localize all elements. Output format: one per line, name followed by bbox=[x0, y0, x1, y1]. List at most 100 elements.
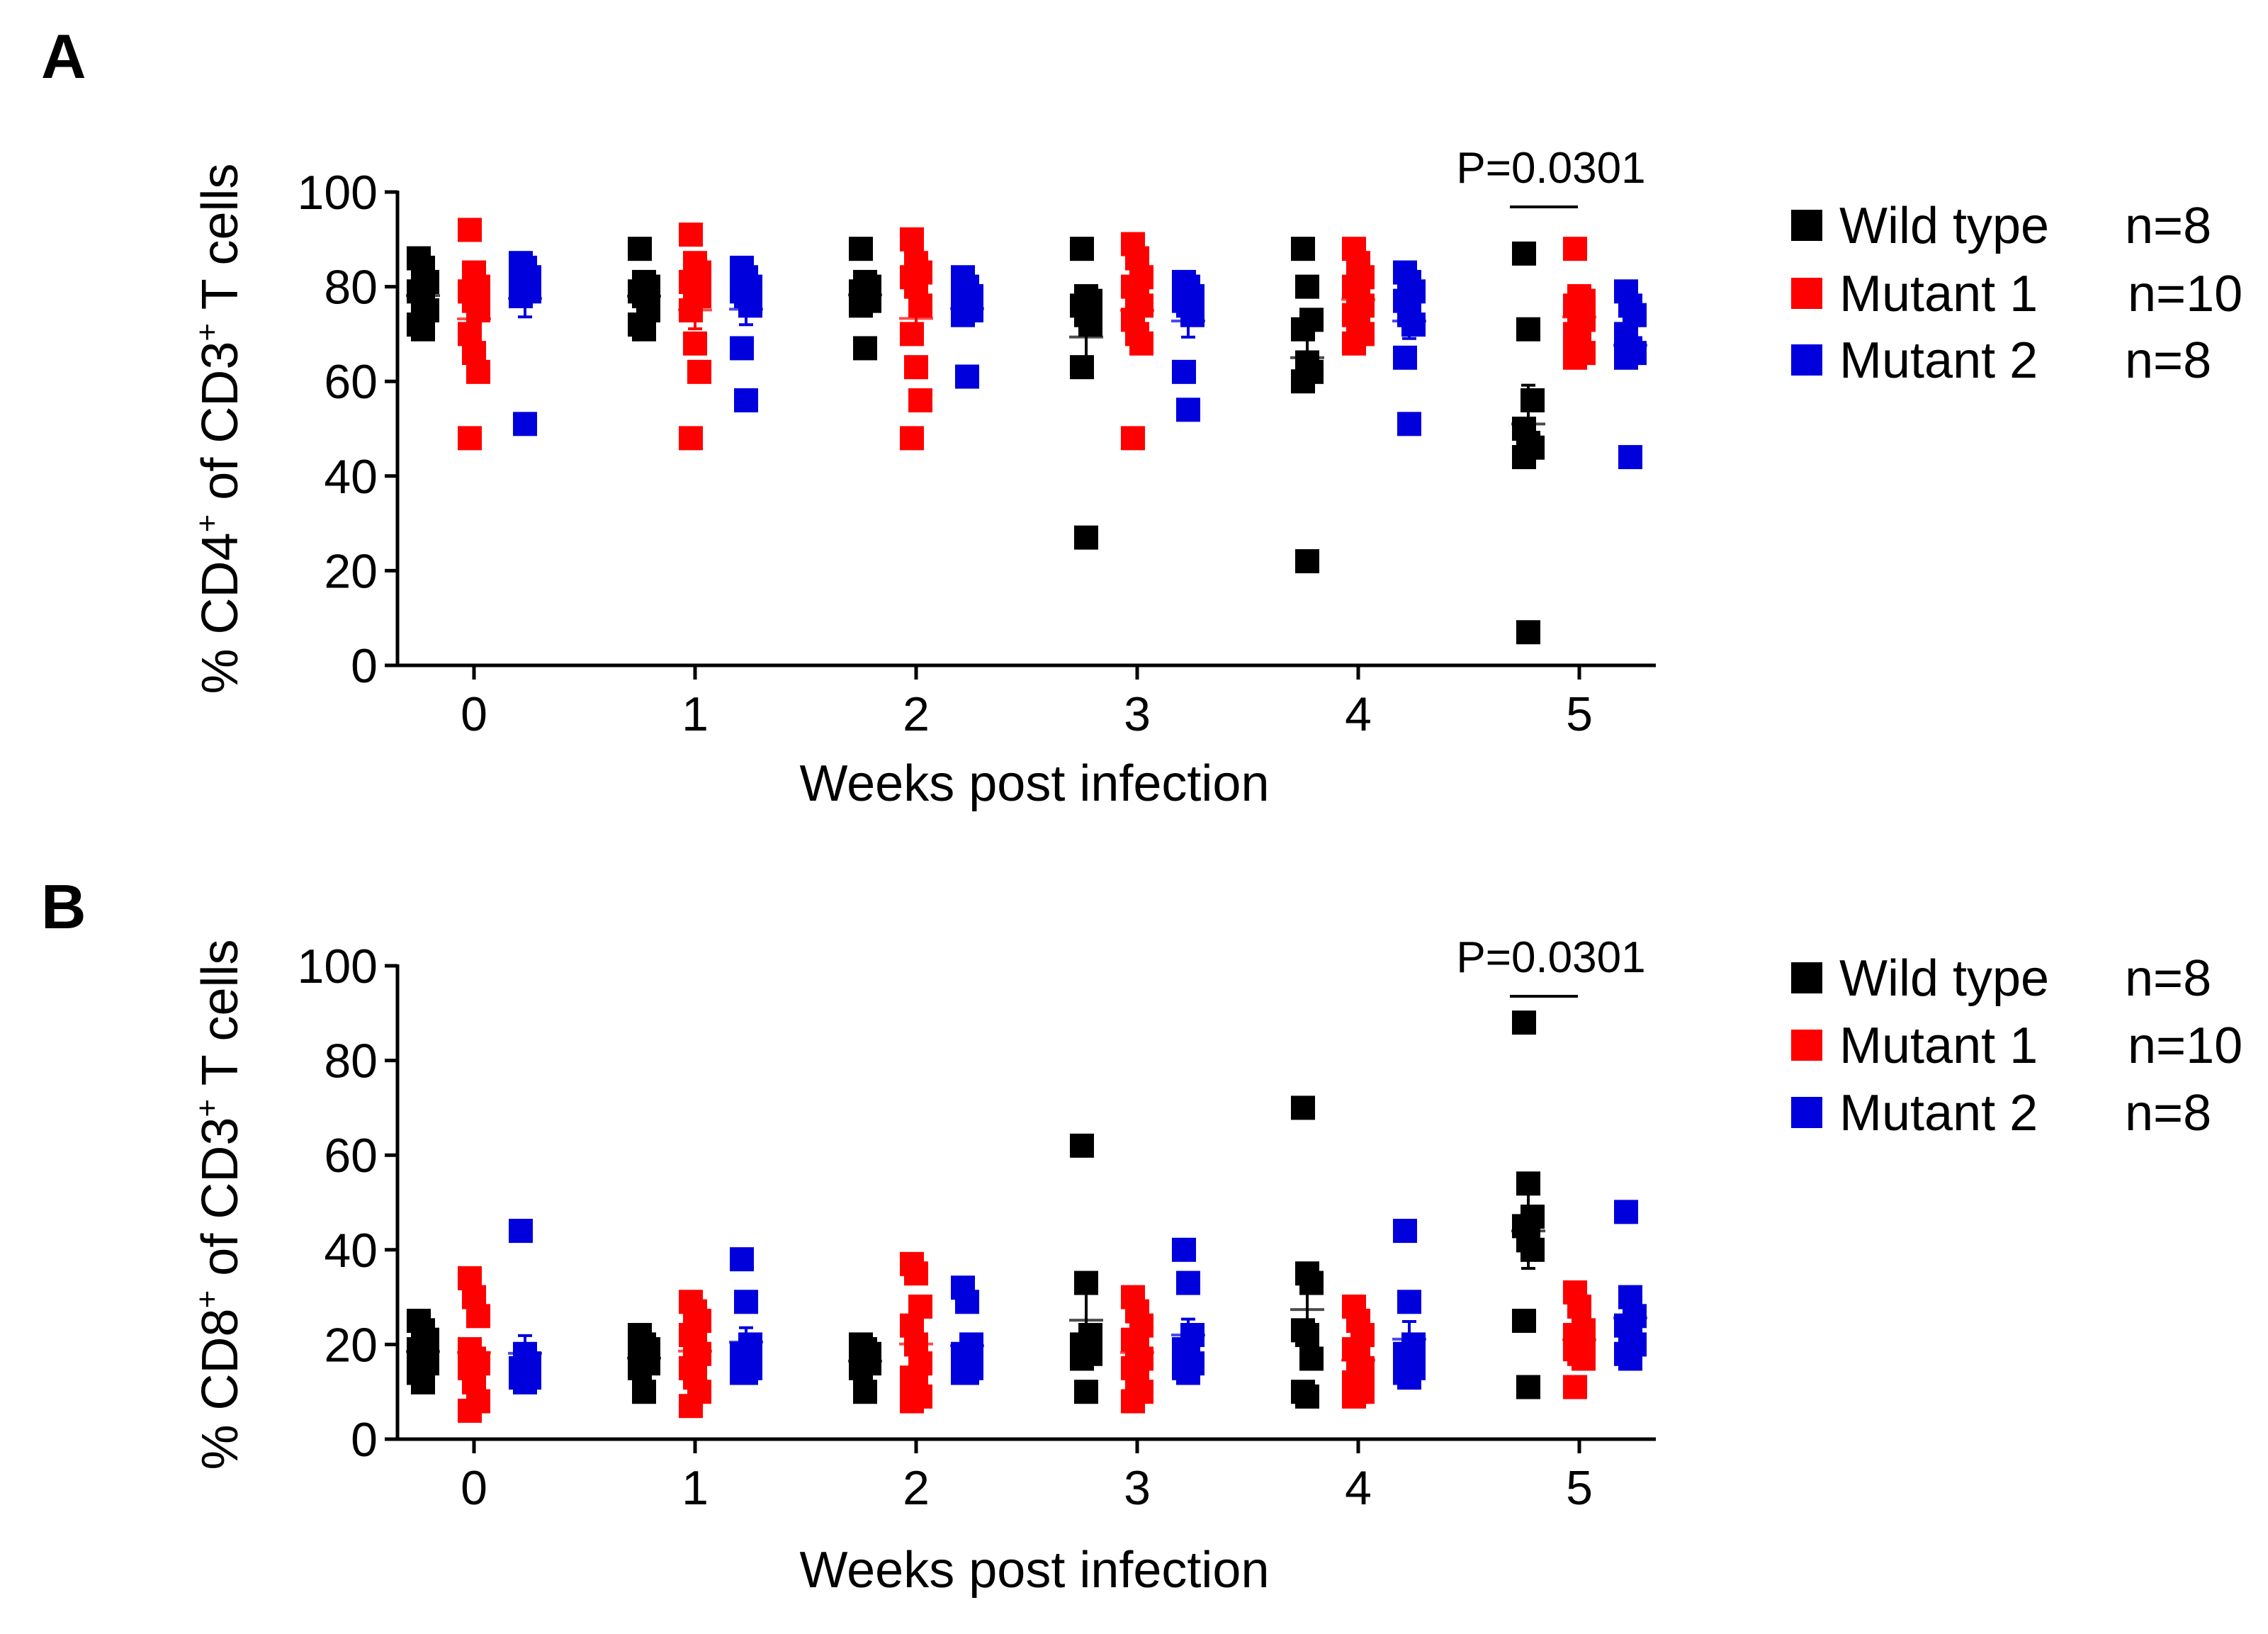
data-point-mutant-1 bbox=[1563, 1375, 1587, 1399]
data-point-mutant-2 bbox=[1180, 303, 1204, 327]
y-axis-title-part: of CD3 bbox=[192, 342, 249, 514]
y-tick-label: 100 bbox=[298, 166, 378, 220]
x-tick-label: 3 bbox=[1124, 687, 1151, 741]
legend-swatch bbox=[1791, 962, 1822, 993]
y-axis-title: % CD8+ of CD3+ T cells bbox=[190, 940, 249, 1470]
data-point-mutant-1 bbox=[1563, 345, 1587, 370]
x-axis-title: Weeks post infection bbox=[799, 1542, 1269, 1599]
data-point-wild-type bbox=[628, 1356, 652, 1380]
data-point-mutant-2 bbox=[1172, 1237, 1196, 1262]
data-point-mutant-1 bbox=[900, 426, 924, 451]
data-point-wild-type bbox=[1070, 237, 1094, 261]
data-point-mutant-2 bbox=[734, 388, 758, 412]
data-point-mutant-2 bbox=[509, 1219, 533, 1244]
y-axis-title-part: % CD4 bbox=[192, 532, 249, 694]
data-point-wild-type bbox=[853, 1380, 877, 1404]
panel-label: A bbox=[41, 21, 86, 91]
y-tick-label: 40 bbox=[324, 1224, 378, 1278]
x-tick-label: 0 bbox=[461, 1461, 487, 1515]
data-point-wild-type bbox=[1295, 549, 1319, 574]
data-point-wild-type bbox=[1070, 1346, 1094, 1371]
legend-item: Wild type n=8 bbox=[1791, 950, 2211, 1007]
data-point-mutant-2 bbox=[955, 1290, 979, 1314]
panel-label: B bbox=[41, 872, 86, 942]
data-point-wild-type bbox=[1291, 237, 1315, 261]
superscript: + bbox=[190, 1099, 225, 1117]
p-value-annotation: P=0.0301 bbox=[1456, 144, 1645, 193]
x-tick-label: 0 bbox=[461, 687, 487, 741]
legend-n: n=8 bbox=[2125, 332, 2211, 389]
y-axis-title-part: % CD8 bbox=[192, 1308, 249, 1470]
data-point-mutant-2 bbox=[1176, 398, 1200, 422]
data-point-mutant-2 bbox=[1614, 1200, 1638, 1224]
data-point-wild-type bbox=[1521, 388, 1545, 412]
legend-label: Mutant 1 bbox=[1839, 266, 2038, 322]
y-tick-label: 60 bbox=[324, 1129, 378, 1183]
data-point-mutant-1 bbox=[1121, 1389, 1145, 1414]
p-value-annotation: P=0.0301 bbox=[1456, 933, 1645, 982]
y-axis-title-part: T cells bbox=[192, 940, 249, 1099]
legend-item: Wild type n=8 bbox=[1791, 198, 2211, 254]
y-tick-label: 80 bbox=[324, 1035, 378, 1088]
data-point-mutant-2 bbox=[734, 1290, 758, 1314]
data-point-mutant-1 bbox=[466, 359, 490, 384]
legend-n: n=8 bbox=[2125, 1085, 2211, 1142]
data-point-wild-type bbox=[1070, 1133, 1094, 1158]
legend-n: n=8 bbox=[2125, 198, 2211, 254]
data-point-wild-type bbox=[411, 317, 435, 342]
data-point-mutant-2 bbox=[1172, 359, 1196, 384]
data-point-wild-type bbox=[1295, 274, 1319, 299]
x-tick-label: 4 bbox=[1345, 1461, 1372, 1515]
data-point-mutant-2 bbox=[1618, 1346, 1642, 1371]
legend-item: Mutant 1 n=10 bbox=[1791, 266, 2242, 322]
legend-label: Mutant 2 bbox=[1839, 332, 2038, 389]
data-point-mutant-1 bbox=[904, 1261, 928, 1286]
x-tick-label: 3 bbox=[1124, 1461, 1151, 1515]
data-point-mutant-2 bbox=[1397, 1365, 1421, 1390]
data-point-mutant-2 bbox=[734, 1360, 758, 1385]
x-tick-label: 1 bbox=[682, 1461, 709, 1515]
data-point-wild-type bbox=[1516, 620, 1540, 645]
data-point-mutant-1 bbox=[458, 218, 482, 242]
data-point-mutant-2 bbox=[951, 303, 975, 327]
data-point-mutant-1 bbox=[687, 359, 711, 384]
data-point-mutant-1 bbox=[683, 331, 707, 356]
x-tick-label: 5 bbox=[1566, 1461, 1593, 1515]
data-point-mutant-2 bbox=[1393, 1219, 1417, 1244]
legend-swatch bbox=[1791, 1030, 1822, 1061]
data-point-mutant-1 bbox=[1121, 426, 1145, 451]
y-axis-title: % CD4+ of CD3+ T cells bbox=[190, 164, 249, 694]
data-point-wild-type bbox=[1512, 241, 1536, 266]
data-point-mutant-2 bbox=[1393, 345, 1417, 370]
data-point-wild-type bbox=[1074, 1270, 1098, 1295]
data-point-mutant-1 bbox=[679, 426, 703, 451]
data-point-mutant-1 bbox=[679, 1394, 703, 1419]
data-point-mutant-2 bbox=[730, 1247, 754, 1272]
data-point-wild-type bbox=[849, 237, 873, 261]
data-point-wild-type bbox=[1512, 1309, 1536, 1333]
data-point-mutant-1 bbox=[1563, 237, 1587, 261]
legend-n: n=8 bbox=[2125, 950, 2211, 1007]
y-axis-title-part: T cells bbox=[192, 164, 249, 323]
data-point-wild-type bbox=[853, 336, 877, 361]
data-point-mutant-2 bbox=[1614, 345, 1638, 370]
x-tick-label: 4 bbox=[1345, 687, 1372, 741]
x-tick-label: 5 bbox=[1566, 687, 1593, 741]
legend-swatch bbox=[1791, 210, 1822, 241]
data-point-mutant-1 bbox=[458, 1398, 482, 1423]
data-point-wild-type bbox=[1295, 1384, 1319, 1409]
data-point-wild-type bbox=[1074, 525, 1098, 550]
data-point-mutant-2 bbox=[1397, 1290, 1421, 1314]
legend-swatch bbox=[1791, 1097, 1822, 1128]
data-point-wild-type bbox=[1291, 317, 1315, 342]
x-tick-label: 1 bbox=[682, 687, 709, 741]
legend-swatch bbox=[1791, 344, 1822, 376]
data-point-wild-type bbox=[411, 1370, 435, 1394]
data-point-wild-type bbox=[1299, 1270, 1324, 1295]
data-point-mutant-2 bbox=[513, 1370, 537, 1394]
y-tick-label: 20 bbox=[324, 1318, 378, 1372]
data-point-mutant-2 bbox=[1618, 445, 1642, 470]
legend-item: Mutant 2 n=8 bbox=[1791, 1085, 2211, 1142]
data-point-mutant-1 bbox=[466, 1304, 490, 1329]
panel-b: B 0 20 40 60 80 100 0 1 2 3 4 5 Weeks post infection%… bbox=[41, 872, 2242, 1599]
